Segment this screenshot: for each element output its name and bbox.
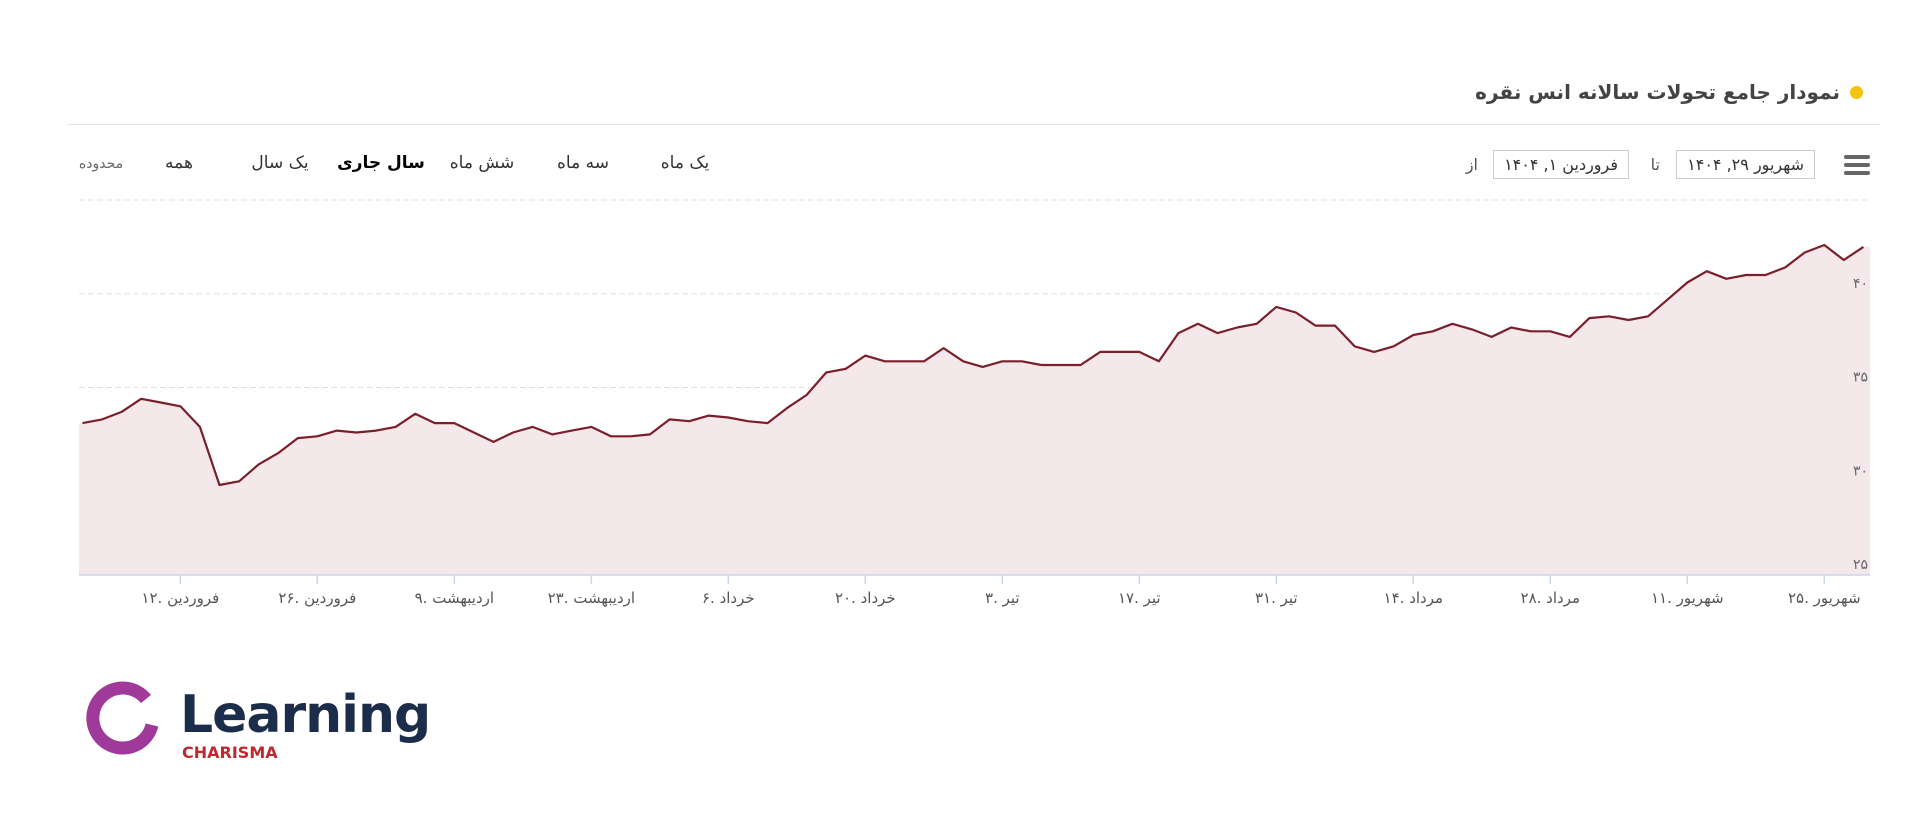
area xyxy=(79,245,1870,575)
x-tick-label: ۲۵. شهریور xyxy=(1788,589,1861,607)
logo-name: Learning xyxy=(180,685,431,745)
x-tick-label: ۱۷. تیر xyxy=(1118,589,1161,607)
page-title: نمودار جامع تحولات سالانه انس نقره xyxy=(1475,80,1840,104)
range-button[interactable]: شش ماه xyxy=(449,153,515,173)
from-label: از xyxy=(1465,155,1478,174)
range-button[interactable]: سال جاری xyxy=(337,153,425,173)
title-dot xyxy=(1850,86,1863,99)
x-tick-label: ۱۱. شهریور xyxy=(1651,589,1724,607)
x-tick-label: ۱۴. مرداد xyxy=(1384,589,1444,607)
y-tick-label: ۲۵ xyxy=(1853,557,1868,573)
y-tick-label: ۴۰ xyxy=(1853,276,1868,292)
menu-icon-bar[interactable] xyxy=(1844,171,1870,175)
x-tick-label: ۱۲. فروردین xyxy=(141,589,219,607)
x-tick-label: ۲۸. مرداد xyxy=(1521,589,1581,607)
x-tick-label: ۶. خرداد xyxy=(702,589,755,607)
zoom-label: محدوده xyxy=(78,156,124,172)
y-tick-label: ۳۰ xyxy=(1853,463,1868,479)
range-button[interactable]: همه xyxy=(165,153,193,173)
range-button[interactable]: یک سال xyxy=(251,153,309,173)
x-tick-label: ۳. تیر xyxy=(985,589,1020,607)
logo-icon xyxy=(86,681,159,755)
logo-ring xyxy=(86,681,159,755)
x-tick-label: ۲۰. خرداد xyxy=(835,589,896,607)
x-tick-label: ۲۶. فروردین xyxy=(278,589,356,607)
y-tick-label: ۳۵ xyxy=(1853,370,1868,386)
x-tick-label: ۳۱. تیر xyxy=(1255,589,1298,607)
to-label: تا xyxy=(1650,155,1660,174)
to-date-input[interactable]: شهریور ۲۹, ۱۴۰۴ xyxy=(1676,150,1815,179)
from-date-input[interactable]: فروردین ۱, ۱۴۰۴ xyxy=(1493,150,1629,179)
logo-tagline: CHARISMA xyxy=(182,743,278,762)
range-button[interactable]: یک ماه xyxy=(660,153,710,173)
range-button[interactable]: سه ماه xyxy=(557,153,609,173)
x-tick-label: ۲۳. اردیبهشت xyxy=(548,589,635,607)
x-tick-label: ۹. اردیبهشت xyxy=(415,589,494,607)
line xyxy=(82,243,1865,487)
divider xyxy=(67,124,1880,125)
menu-icon[interactable] xyxy=(1844,155,1870,159)
menu-icon-bar[interactable] xyxy=(1844,163,1870,167)
